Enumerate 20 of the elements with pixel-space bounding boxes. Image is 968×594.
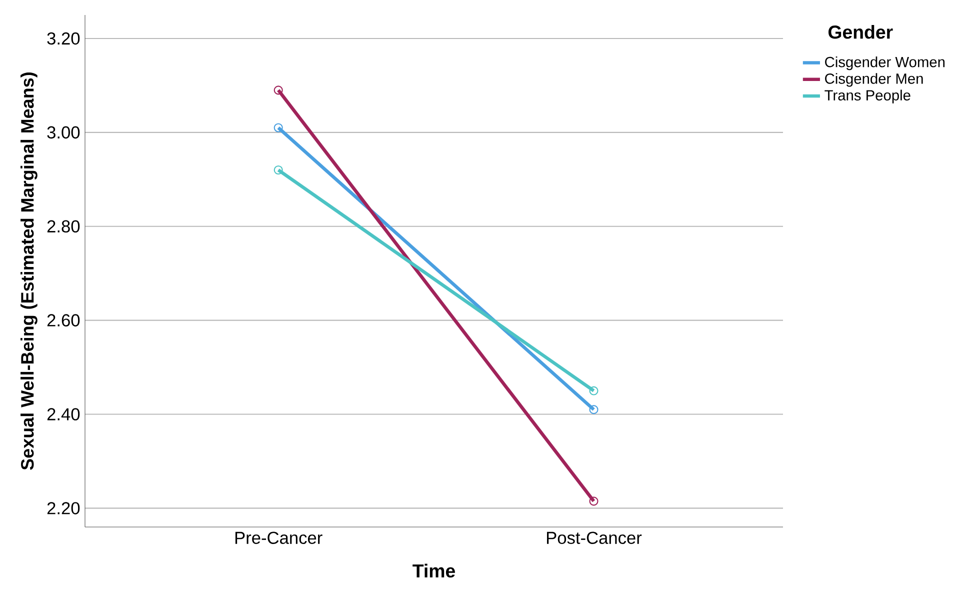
point xyxy=(274,86,283,95)
point xyxy=(589,496,598,506)
x-axis-title: Time xyxy=(412,564,455,578)
y-tick-label: 3.20 xyxy=(47,32,80,45)
y-tick-label: 2.40 xyxy=(47,408,80,420)
y-tick-label: 3.00 xyxy=(47,126,80,139)
point xyxy=(274,165,283,175)
point xyxy=(589,405,598,414)
y-axis-title: Sexual Well-Being (Estimated Marginal Means) xyxy=(20,72,38,470)
y-tick-label: 2.80 xyxy=(47,220,80,233)
point xyxy=(274,123,283,132)
legend-label: Cisgender Men xyxy=(825,73,923,87)
y-tick-label: 2.60 xyxy=(47,314,80,326)
legend-label: Trans People xyxy=(824,90,910,104)
x-tick-label: Pre-Cancer xyxy=(235,532,322,544)
x-tick-label: Post-Cancer xyxy=(547,532,642,544)
point xyxy=(589,386,598,396)
y-tick-label: 2.20 xyxy=(47,502,80,514)
legend-title: Gender xyxy=(828,25,893,39)
legend-label: Cisgender Women xyxy=(825,56,945,70)
